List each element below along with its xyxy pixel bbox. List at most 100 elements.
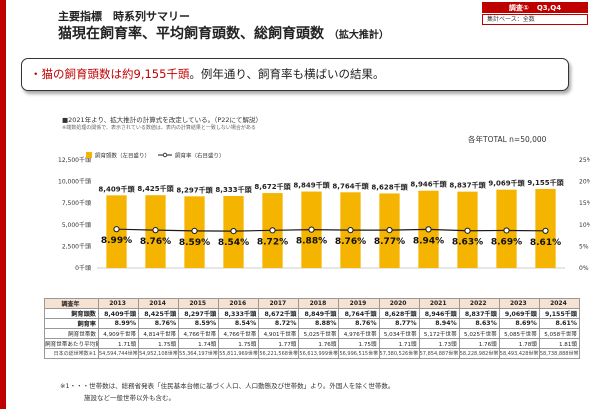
- table-row: 日本の総世帯数※1 54,594,744世帯 54,952,108世帯 55,364,…: [44, 348, 581, 359]
- legend-bar-label: 飼育頭数（左目盛り）: [95, 152, 150, 160]
- summary-highlight: 猫の飼育頭数は約9,155千頭: [41, 67, 190, 81]
- rate-value-label: 8.72%: [257, 237, 288, 247]
- table-cell: 8.72%: [258, 318, 300, 329]
- table-year-cell: 2013: [97, 298, 140, 309]
- table-year-cell: 2023: [498, 298, 540, 309]
- table-year-cell: 2014: [138, 298, 180, 309]
- survey-tag-label: 調査①: [508, 3, 529, 12]
- table-cell: 8.88%: [298, 318, 340, 329]
- right-axis-tick: 10%: [579, 222, 590, 229]
- table-row: 飼育世帯数 4,909千世帯 4,814千世帯 4,766千世帯 4,766千世帯 4,9…: [44, 328, 581, 339]
- table-cell: 58,738,888世帯: [538, 348, 581, 359]
- rate-point: [542, 227, 549, 234]
- right-axis-tick: 0%: [579, 265, 589, 272]
- data-table: 調査年 2013 2014 2015 2016 2017 2018 2019 2020 2021 2…: [44, 298, 581, 359]
- left-axis-tick: 2,500千頭: [62, 242, 91, 250]
- table-cell: 8,628千頭: [378, 308, 420, 319]
- legend-line-marker: [162, 152, 168, 158]
- table-row-label: 飼育世帯数: [44, 328, 99, 339]
- footnote-line-1: ※1・・・世帯数は、総務省発表「住民基本台帳に基づく人口、人口動態及び世帯数」よ…: [60, 382, 395, 390]
- rate-value-label: 8.88%: [296, 237, 327, 247]
- table-cell: 5,034千世帯: [378, 328, 420, 339]
- left-axis-tick: 0千頭: [75, 264, 91, 272]
- bar-value-label: 8,672千頭: [254, 182, 291, 191]
- table-cell: 8.69%: [498, 318, 540, 329]
- rate-point: [269, 227, 276, 234]
- rate-point: [191, 227, 198, 234]
- table-cell: 1.78頭: [498, 338, 540, 349]
- bar-value-label: 8,946千頭: [410, 180, 447, 189]
- table-cell: 9,155千頭: [538, 308, 581, 319]
- right-axis-tick: 25%: [579, 157, 590, 164]
- table-cell: 8,764千頭: [338, 308, 380, 319]
- bar-value-label: 8,297千頭: [176, 185, 213, 194]
- summary-bullet: ・: [30, 67, 42, 81]
- table-cell: 8,672千頭: [258, 308, 300, 319]
- combo-chart: 0千頭 2,500千頭 5,000千頭 7,500千頭 10,000千頭 12,500千頭…: [58, 152, 590, 273]
- table-row: 飼育世帯あたり平均飼育頭数1.71頭1.75頭1.74頭1.75頭1.77頭1.…: [44, 338, 581, 349]
- page-subtitle: 主要指標 時系列サマリー: [58, 10, 190, 23]
- sample-total: 各年TOTAL n=50,000: [468, 135, 547, 144]
- table-cell: 8,946千頭: [418, 308, 460, 319]
- table-cell: 1.71頭: [97, 338, 140, 349]
- rate-line: [116, 228, 546, 232]
- table-year-cell: 2016: [218, 298, 260, 309]
- table-cell: 8,333千頭: [218, 308, 260, 319]
- summary-rest: 。例年通り、飼育率も横ばいの結果。: [189, 67, 385, 81]
- table-cell: 8.61%: [538, 318, 581, 329]
- table-row-label: 飼育頭数: [44, 308, 99, 319]
- table-cell: 8.63%: [458, 318, 500, 329]
- bar-value-label: 9,155千頭: [527, 178, 564, 187]
- table-year-cell: 2020: [378, 298, 420, 309]
- table-cell: 1.81頭: [538, 338, 581, 349]
- table-cell: 5,025千世帯: [298, 328, 340, 339]
- table-year-cell: 2018: [298, 298, 340, 309]
- table-row: 飼育率 8.99% 8.76% 8.59% 8.54% 8.72% 8.88% 8.76% 8.…: [44, 318, 581, 329]
- table-year-cell: 2022: [458, 298, 500, 309]
- left-axis-tick: 5,000千頭: [62, 221, 91, 229]
- table-cell: 58,493,428世帯: [498, 348, 540, 359]
- table-cell: 8,837千頭: [458, 308, 500, 319]
- table-cell: 8,297千頭: [178, 308, 220, 319]
- table-cell: 4,909千世帯: [97, 328, 140, 339]
- footnote-line-2: 施設など一般世帯以外も含む。: [84, 394, 175, 402]
- table-year-cell: 2017: [258, 298, 300, 309]
- page-title-text: 猫現在飼育率、平均飼育頭数、総飼育頭数: [58, 26, 324, 42]
- table-cell: 5,025千世帯: [458, 328, 500, 339]
- bar-value-label: 8,333千頭: [215, 185, 252, 194]
- rate-point: [113, 226, 120, 233]
- table-cell: 8,409千頭: [97, 308, 140, 319]
- table-year-cell: 2024: [538, 298, 581, 309]
- table-cell: 5,058千世帯: [538, 328, 581, 339]
- table-header-row: 調査年 2013 2014 2015 2016 2017 2018 2019 2020 2021 2…: [44, 298, 581, 309]
- table-cell: 1.74頭: [178, 338, 220, 349]
- table-cell: 8.59%: [178, 318, 220, 329]
- page-title-paren: （拡大推計）: [328, 30, 389, 41]
- survey-tag: 調査① Q3,Q4: [482, 2, 588, 13]
- page-title: 猫現在飼育率、平均飼育頭数、総飼育頭数 （拡大推計）: [58, 23, 389, 43]
- accent-bar: [0, 0, 6, 409]
- table-cell: 8.77%: [378, 318, 420, 329]
- rate-value-label: 8.76%: [335, 237, 366, 247]
- table-cell: 5,172千世帯: [418, 328, 460, 339]
- table-cell: 1.73頭: [418, 338, 460, 349]
- table-cell: 8.99%: [97, 318, 140, 329]
- table-cell: 1.77頭: [258, 338, 300, 349]
- rate-point: [464, 227, 471, 234]
- left-axis-tick: 10,000千頭: [58, 178, 91, 186]
- table-year-cell: 2021: [418, 298, 460, 309]
- table-row-label: 飼育率: [44, 318, 99, 329]
- table-row-label: 日本の総世帯数※1: [44, 348, 99, 359]
- table-cell: 8,849千頭: [298, 308, 340, 319]
- table-cell: 56,613,999世帯: [298, 348, 340, 359]
- table-cell: 8.54%: [218, 318, 260, 329]
- bar-value-label: 8,837千頭: [449, 181, 486, 190]
- bar-value-label: 8,425千頭: [137, 184, 174, 193]
- legend-bar-swatch: [86, 152, 92, 158]
- table-cell: 1.71頭: [378, 338, 420, 349]
- table-cell: 4,901千世帯: [258, 328, 300, 339]
- table-cell: 5,085千世帯: [498, 328, 540, 339]
- method-note: ■2021年より、拡大推計の計算式を改定している。（P22にて解説）: [62, 116, 263, 124]
- table-cell: 4,766千世帯: [218, 328, 260, 339]
- bar-value-label: 8,409千頭: [98, 184, 135, 193]
